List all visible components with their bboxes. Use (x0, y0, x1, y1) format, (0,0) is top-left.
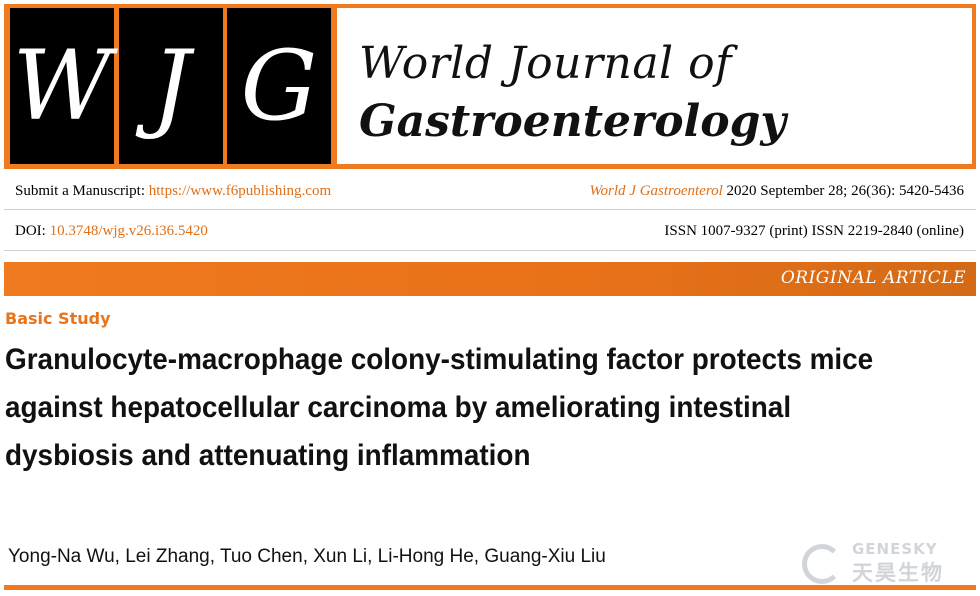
watermark: GENESKY 天昊生物 (800, 540, 970, 586)
watermark-name-en: GENESKY (852, 540, 938, 558)
citation: World J Gastroenterol 2020 September 28;… (589, 183, 964, 200)
article-title: Granulocyte-macrophage colony-stimulatin… (5, 343, 874, 472)
doi-label: DOI: (15, 223, 50, 239)
logo-letter-w: W (10, 8, 114, 164)
info-divider-bottom (4, 250, 976, 251)
bottom-rule (4, 585, 976, 590)
citation-details: 2020 September 28; 26(36): 5420-5436 (722, 183, 964, 199)
journal-title-box: World Journal of Gastroenterology (337, 8, 972, 164)
citation-journal: World J Gastroenterol (589, 183, 723, 199)
journal-title-line1: World Journal of (359, 38, 732, 89)
journal-title-line2: Gastroenterology (359, 96, 786, 147)
submit-url-link[interactable]: https://www.f6publishing.com (148, 183, 332, 199)
submit-manuscript: Submit a Manuscript: https://www.f6publi… (15, 183, 331, 200)
doi: DOI: 10.3748/wjg.v26.i36.5420 (15, 223, 208, 240)
submit-label: Submit a Manuscript: (15, 183, 149, 199)
journal-masthead: W J G World Journal of Gastroenterology (4, 4, 976, 169)
article-type-label: ORIGINAL ARTICLE (780, 268, 966, 288)
issn: ISSN 1007-9327 (print) ISSN 2219-2840 (o… (664, 223, 964, 239)
logo-letter-g: G (227, 8, 331, 164)
doi-link[interactable]: 10.3748/wjg.v26.i36.5420 (49, 223, 208, 239)
genesky-logo-icon (802, 544, 842, 584)
watermark-name-cn: 天昊生物 (852, 561, 944, 585)
author-list: Yong-Na Wu, Lei Zhang, Tuo Chen, Xun Li,… (8, 546, 606, 567)
info-divider (4, 209, 976, 210)
section-label: Basic Study (5, 309, 111, 328)
article-type-band: ORIGINAL ARTICLE (4, 262, 976, 296)
logo-letter-j: J (119, 8, 223, 164)
